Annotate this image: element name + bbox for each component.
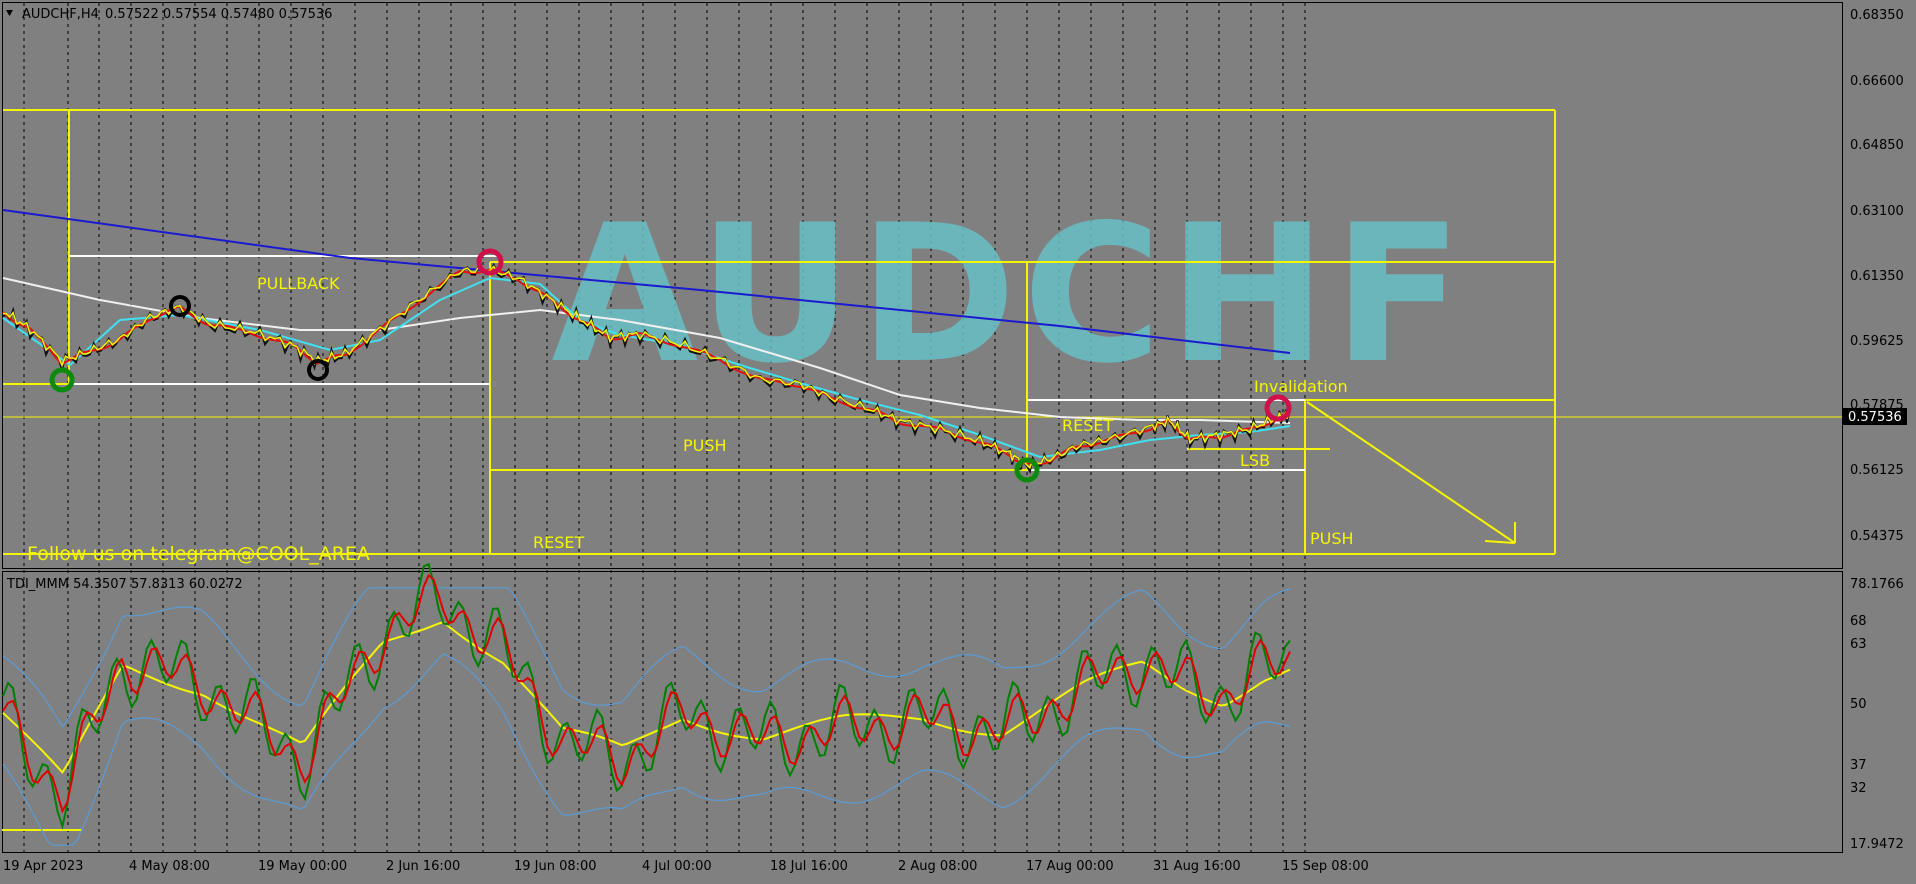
push-label-2: PUSH xyxy=(1310,529,1354,548)
time-axis-label: 4 Jul 00:00 xyxy=(642,859,712,874)
time-axis-label: 2 Aug 08:00 xyxy=(898,859,977,874)
indicator-title: TDI_MMM 54.3507 57.8313 60.0272 xyxy=(6,577,243,592)
ma-white-line xyxy=(2,277,1291,424)
projection-arrow xyxy=(1306,401,1516,544)
price-axis-label: 0.56125 xyxy=(1850,463,1904,478)
telegram-promo-text[interactable]: Follow us on telegram@COOL_AREA xyxy=(27,543,370,565)
time-axis-label: 17 Aug 00:00 xyxy=(1026,859,1114,874)
tdi-signal-line xyxy=(2,573,1291,814)
indicator-axis-label: 50 xyxy=(1850,697,1867,712)
indicator-axis-label: 32 xyxy=(1850,781,1867,796)
swing-high-marker xyxy=(169,295,191,317)
tdi-rsi-price-line xyxy=(2,562,1291,830)
price-axis-label: 0.66600 xyxy=(1850,74,1904,89)
structure-boxes xyxy=(2,109,1556,831)
ma-blue-line xyxy=(2,209,1291,354)
arrow-shaft xyxy=(1306,401,1516,544)
time-axis-label: 4 May 08:00 xyxy=(129,859,210,874)
ohlc-values: 0.57522 0.57554 0.57480 0.57536 xyxy=(105,7,332,22)
price-axis-label: 0.59625 xyxy=(1850,334,1904,349)
reset-label: RESET xyxy=(533,533,584,552)
lsb-label: LSB xyxy=(1240,451,1270,470)
main-chart-frame xyxy=(2,2,1843,569)
white-levels xyxy=(69,255,1305,471)
indicator-axis-label: 37 xyxy=(1850,758,1867,773)
time-axis-label: 19 May 00:00 xyxy=(258,859,347,874)
current-price-text: 0.57536 xyxy=(1848,410,1902,425)
push-label: PUSH xyxy=(683,436,727,455)
current-price-badge xyxy=(1843,408,1907,425)
indicator-axis-label: 63 xyxy=(1850,637,1867,652)
symbol-watermark: AUDCHF xyxy=(551,184,1468,405)
indicator-frame xyxy=(2,571,1843,853)
time-axis-label: 18 Jul 16:00 xyxy=(770,859,848,874)
time-axis[interactable]: 19 Apr 2023 4 May 08:00 19 May 00:00 2 J… xyxy=(3,859,1369,874)
price-axis-label: 0.63100 xyxy=(1850,204,1904,219)
price-axis-label: 0.61350 xyxy=(1850,269,1904,284)
swing-high-marker xyxy=(1264,394,1292,422)
price-axis[interactable]: 0.68350 0.66600 0.64850 0.63100 0.61350 … xyxy=(1843,8,1907,544)
ma-cyan-line xyxy=(2,276,1291,459)
swing-high-marker xyxy=(476,248,504,276)
chevron-down-icon[interactable] xyxy=(6,10,13,16)
indicator-axis-label: 68 xyxy=(1850,614,1867,629)
indicator-axis: 78.1766 68 63 50 37 32 17.9472 xyxy=(1850,577,1904,852)
time-axis-label: 19 Jun 08:00 xyxy=(514,859,597,874)
time-axis-label: 15 Sep 08:00 xyxy=(1282,859,1369,874)
swing-low-marker xyxy=(307,359,329,381)
reset-label-2: RESET xyxy=(1062,416,1113,435)
indicator-axis-label: 78.1766 xyxy=(1850,577,1904,592)
ma-yellow-line xyxy=(2,265,1291,470)
swing-low-marker xyxy=(1014,457,1040,483)
tdi-upper-band xyxy=(2,587,1291,729)
arrow-head-left xyxy=(1484,540,1516,544)
time-axis-label: 2 Jun 16:00 xyxy=(386,859,460,874)
swing-low-marker xyxy=(49,367,75,393)
indicator-axis-label: 17.9472 xyxy=(1850,837,1904,852)
tdi-lower-band xyxy=(2,653,1291,846)
price-axis-label: 0.68350 xyxy=(1850,8,1904,23)
symbol-info: AUDCHF,H4 xyxy=(22,7,99,22)
time-axis-label: 31 Aug 16:00 xyxy=(1153,859,1241,874)
time-axis-label: 19 Apr 2023 xyxy=(3,859,83,874)
price-axis-label: 0.64850 xyxy=(1850,138,1904,153)
pullback-label: PULLBACK xyxy=(257,274,340,293)
price-axis-label: 0.54375 xyxy=(1850,529,1904,544)
invalidation-label: Invalidation xyxy=(1254,377,1348,396)
